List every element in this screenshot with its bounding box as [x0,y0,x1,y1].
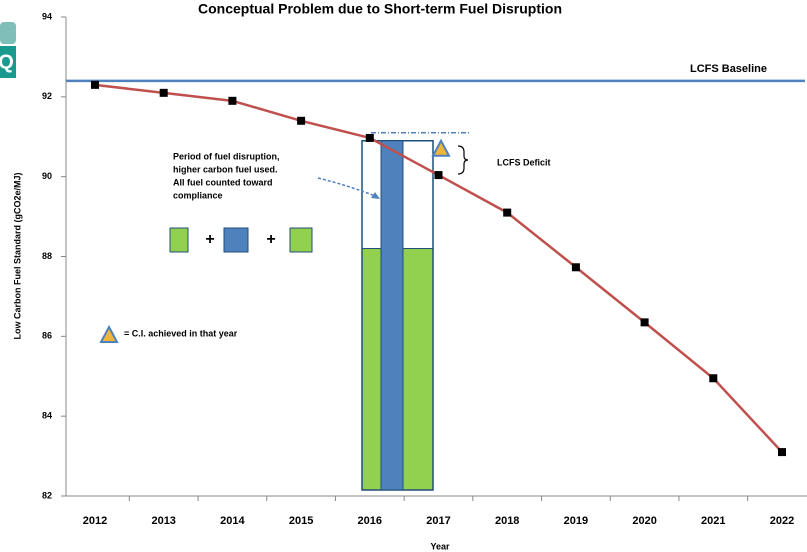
x-tick-label: 2021 [701,515,725,527]
point [571,263,580,272]
x-axis-label: Year [430,541,450,551]
x-tick-label: 2020 [632,515,656,527]
x-tick-label: 2014 [220,515,245,527]
point [503,208,512,217]
point [434,171,443,180]
point [365,133,374,142]
point [297,116,306,125]
y-tick-label: 90 [42,171,52,181]
x-tick-label: 2015 [289,515,313,527]
x-tick-label: 2018 [495,515,519,527]
point [640,318,649,327]
blue-bar [380,140,404,491]
legend-box [223,227,249,253]
y-tick-label: 94 [42,11,52,21]
legend-box [169,227,189,253]
disruption-text: Period of fuel disruption, [173,151,280,161]
arrow-head [371,192,380,199]
x-tick-label: 2017 [426,515,450,527]
y-tick-label: 86 [42,331,52,341]
x-tick-label: 2013 [151,515,175,527]
y-tick-label: 88 [42,251,52,261]
legend-box [289,227,313,253]
point [159,88,168,97]
brace [457,145,469,175]
chart-title: Conceptual Problem due to Short-term Fue… [198,1,562,17]
logo-box [0,46,16,78]
logo-text: Q [0,51,14,73]
arrow [317,177,376,197]
y-tick-label: 84 [42,411,52,421]
point [709,374,718,383]
deficit-marker [431,138,451,157]
x-tick-label: 2022 [770,515,794,527]
point [228,96,237,105]
plus: + [266,231,275,248]
x-tick-label: 2012 [83,515,107,527]
series-line [94,83,783,453]
point [91,80,99,89]
y-tick-label: 82 [42,490,52,500]
legend-marker [99,324,119,343]
disruption-text: All fuel counted toward [173,177,273,187]
x-tick-label: 2019 [564,515,588,527]
logo-top [0,22,16,44]
deficit-label: LCFS Deficit [497,157,551,167]
point [778,448,786,457]
x-tick-label: 2016 [358,515,382,527]
marker-legend: = C.I. achieved in that year [124,328,238,338]
baseline-label: LCFS Baseline [690,63,767,75]
disruption-text: compliance [173,190,223,200]
y-tick-label: 92 [42,91,52,101]
disruption-text: higher carbon fuel used. [173,164,278,174]
plus: + [205,231,214,248]
y-axis-label: Low Carbon Fuel Standard (gCO2e/MJ) [12,172,22,339]
